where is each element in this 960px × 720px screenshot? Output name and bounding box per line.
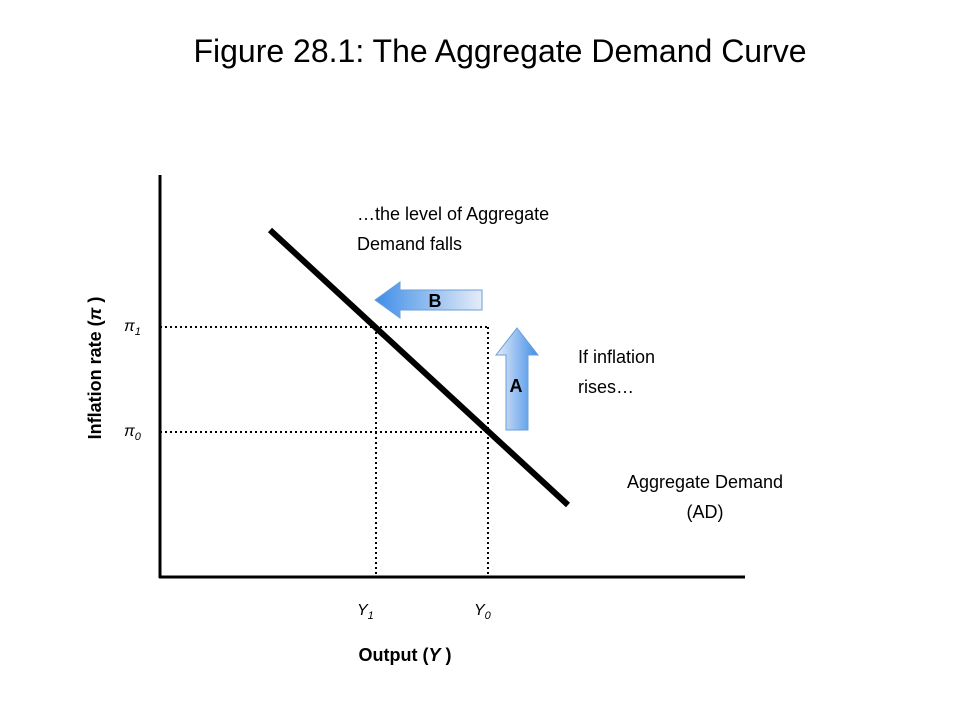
title: Figure 28.1: The Aggregate Demand Curve <box>193 33 806 69</box>
arrow-label: A <box>510 376 523 396</box>
symbol: Y <box>474 602 486 619</box>
guides <box>160 326 489 577</box>
curve-label: (AD) <box>687 502 724 522</box>
ad-curve <box>267 227 571 508</box>
y-axis-label: Inflation rate (π ) <box>85 297 105 440</box>
curve-label: Aggregate Demand <box>627 472 783 492</box>
subscript: 0 <box>485 610 492 622</box>
label-symbol: Y <box>428 645 442 665</box>
subscript: 0 <box>135 431 142 443</box>
x-axis-label: Output (Y ) <box>359 645 452 665</box>
subscript: 1 <box>135 326 141 338</box>
arrow-a <box>494 327 540 431</box>
label-text: Output ( <box>359 645 429 665</box>
annotation: …the level of Aggregate <box>357 204 549 224</box>
y-tick-label: π0 <box>124 423 142 443</box>
symbol: π <box>124 423 135 440</box>
arrow-label: B <box>429 291 442 311</box>
subscript: 1 <box>368 610 374 622</box>
x-tick-label: Y0 <box>474 602 492 622</box>
annotation: Demand falls <box>357 234 462 254</box>
x-tick-label: Y1 <box>357 602 374 622</box>
label-symbol: π <box>85 307 105 320</box>
label-text: ) <box>85 297 105 308</box>
arrow-b <box>374 281 483 319</box>
annotation: If inflation <box>578 347 655 367</box>
annotation: rises… <box>578 377 634 397</box>
label-text: Inflation rate ( <box>85 320 105 439</box>
y-tick-label: π1 <box>124 318 141 338</box>
symbol: π <box>124 318 135 335</box>
symbol: Y <box>357 602 369 619</box>
label-text: ) <box>441 645 452 665</box>
